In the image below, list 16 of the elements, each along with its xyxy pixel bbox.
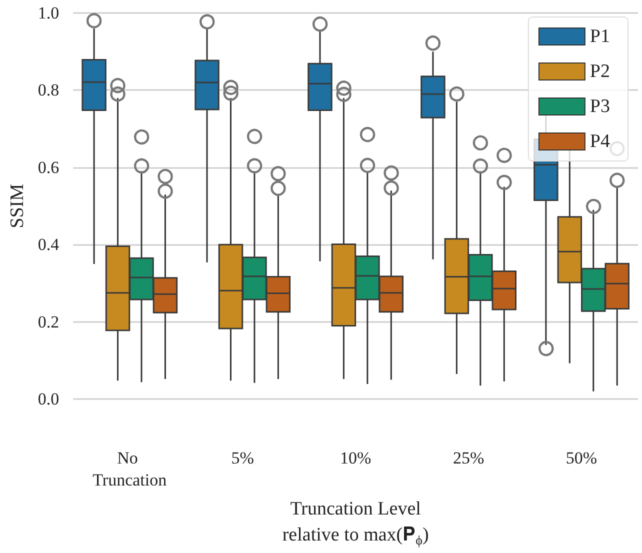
y-tick-label: 0.6: [38, 158, 60, 177]
x-tick-label: 25%: [452, 448, 484, 468]
legend-label: P4: [590, 131, 610, 152]
x-tick-label: 10%: [340, 448, 372, 468]
legend-label: P1: [590, 26, 610, 47]
y-tick-label: 0.0: [38, 390, 60, 409]
y-tick-label: 1.0: [38, 4, 60, 22]
legend-label: P3: [590, 96, 610, 117]
legend-label: P2: [590, 61, 610, 82]
y-tick-label: 0.2: [38, 312, 60, 332]
y-axis-title: SSIM: [7, 184, 28, 228]
y-tick-label: 0.4: [38, 235, 60, 254]
x-tick-label: 50%: [566, 448, 598, 468]
y-tick-label: 0.8: [38, 80, 60, 100]
x-tick-label: 5%: [231, 448, 254, 468]
x-tick-label: No Truncation: [92, 448, 168, 490]
